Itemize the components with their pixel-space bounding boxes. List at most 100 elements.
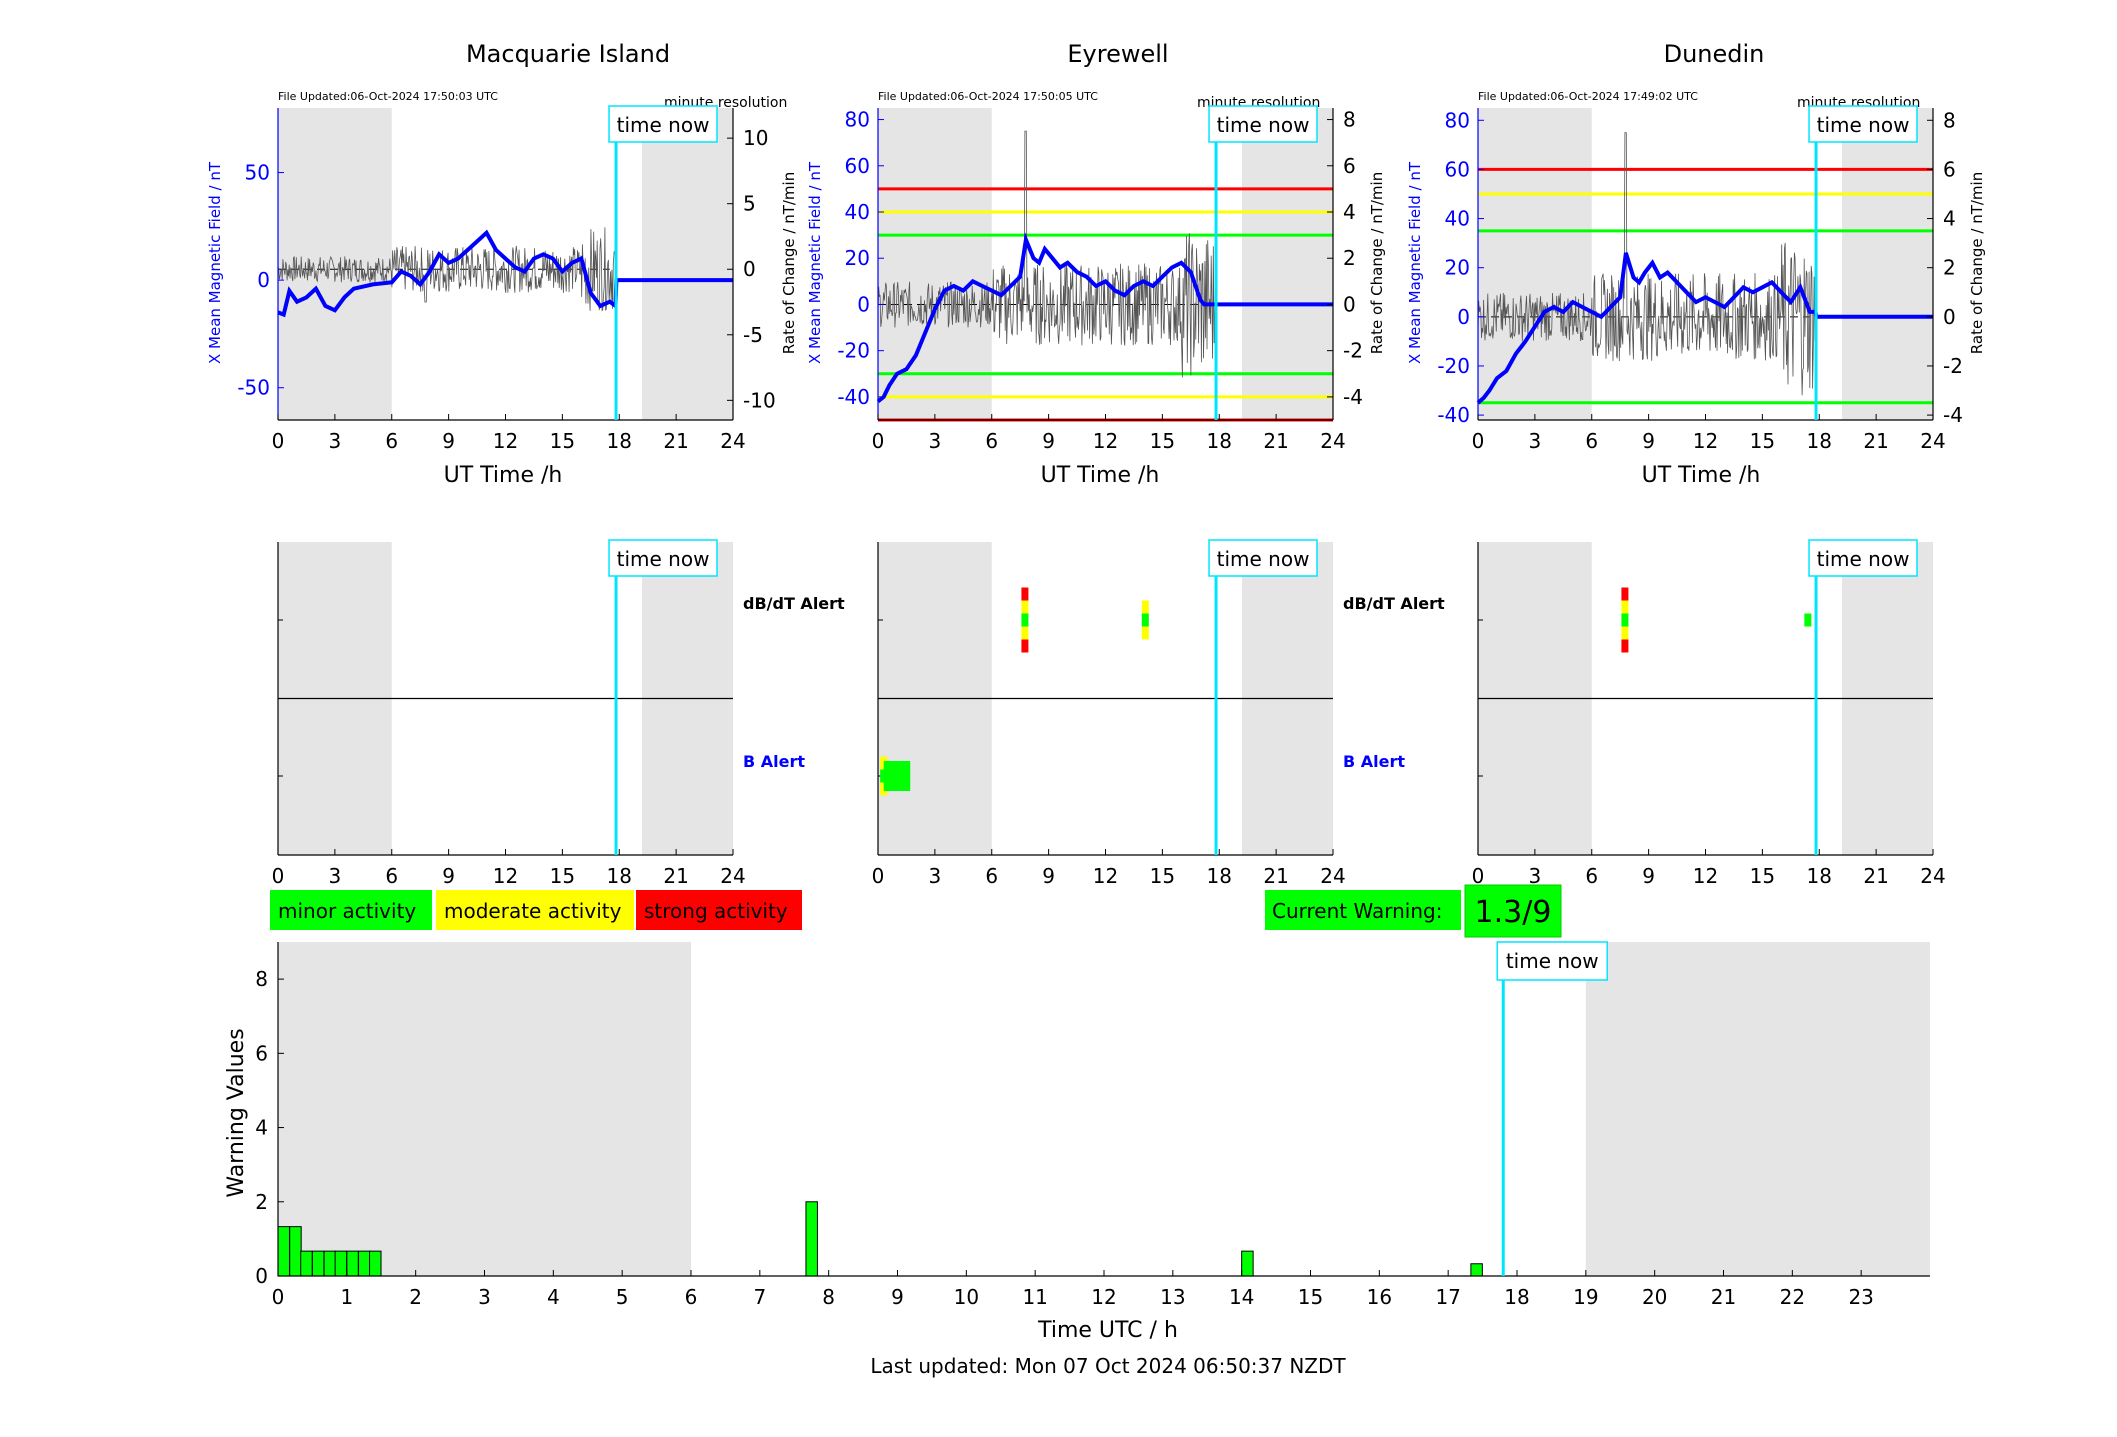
left-y-tick-label: 20 [845, 246, 870, 270]
warning-values-chart: 0 1 2 3 4 5 6 7 8 9 10 11 12 13 14 15 16 17 18 19 20 21 22 2302… [255, 941, 1930, 1309]
time-now-box [1208, 105, 1318, 143]
left-y-tick-label: -40 [1437, 403, 1470, 427]
x-tick-label: 3 [1529, 429, 1542, 453]
left-y-tick-label: 20 [1445, 256, 1470, 280]
left-y-tick-label: -20 [1437, 354, 1470, 378]
x-tick-label: 6 [1585, 429, 1598, 453]
x-tick-label: 3 [929, 864, 942, 888]
x-tick-label: 18 [1807, 864, 1832, 888]
dbdt-alert-bar [1621, 613, 1629, 627]
station-title-eyrewell: Eyrewell [1067, 40, 1168, 68]
x-tick-label: 10 [954, 1285, 979, 1309]
x-tick-label: 4 [547, 1285, 560, 1309]
rate-of-change-trace [277, 227, 616, 312]
x-tick-label: 21 [663, 429, 688, 453]
x-tick-label: 6 [385, 864, 398, 888]
x-tick-label: 0 [872, 429, 885, 453]
legend-moderate-label: moderate activity [444, 899, 622, 923]
warning-bar [300, 1250, 313, 1277]
time-now-box [1808, 539, 1918, 577]
legend-moderate-swatch [436, 890, 634, 930]
x-tick-label: 9 [442, 429, 455, 453]
x-tick-label: 15 [550, 864, 575, 888]
warning-bar [346, 1250, 359, 1277]
right-y-tick-label: 6 [1943, 157, 1956, 181]
left-y-tick-label: 60 [1445, 157, 1470, 181]
warning-bar [1470, 1263, 1483, 1277]
x-tick-label: 9 [1642, 864, 1655, 888]
x-tick-label: 20 [1642, 1285, 1667, 1309]
warning-bar [323, 1250, 337, 1277]
right-ylabel-eyrewell: Rate of Change / nT/min [780, 172, 798, 354]
warning-bar [334, 1250, 348, 1277]
warning-bar [277, 1226, 290, 1277]
x-tick-label: 24 [1920, 864, 1945, 888]
b-alert-bar-wide [883, 761, 911, 791]
dbdt-alert-bar [1141, 600, 1149, 614]
y-tick-label: 8 [255, 967, 268, 991]
left-ylabel-macquarie: X Mean Magnetic Field / nT [206, 161, 224, 364]
dbdt-alert-bar [1621, 600, 1629, 614]
x-tick-label: 15 [1298, 1285, 1323, 1309]
right-y-tick-label: 2 [1343, 246, 1356, 270]
left-ylabel-eyrewell: X Mean Magnetic Field / nT [806, 161, 824, 364]
mean-field-trace [1476, 252, 1933, 405]
dbdt-alert-bar [1021, 639, 1029, 653]
right-y-tick-label: -10 [743, 388, 776, 412]
dbdt-alert-bar [1804, 613, 1812, 627]
x-tick-label: 0 [272, 1285, 285, 1309]
x-tick-label: 12 [493, 429, 518, 453]
x-tick-label: 3 [1529, 864, 1542, 888]
x-tick-label: 3 [329, 864, 342, 888]
x-tick-label: 14 [1229, 1285, 1254, 1309]
xlabel-eyrewell: UT Time /h [1041, 463, 1160, 488]
warning-bar [311, 1250, 325, 1277]
x-tick-label: 7 [753, 1285, 766, 1309]
left-y-tick-label: 80 [845, 108, 870, 132]
dbdt-alert-label-macquarie: dB/dT Alert [743, 594, 845, 613]
x-tick-label: 12 [1093, 864, 1118, 888]
dbdt-alert-label-eyrewell: dB/dT Alert [1343, 594, 1445, 613]
left-y-tick-label: -20 [837, 339, 870, 363]
y-tick-label: 2 [255, 1190, 268, 1214]
x-tick-label: 24 [720, 429, 745, 453]
right-y-tick-label: 8 [1343, 108, 1356, 132]
xlabel-macquarie: UT Time /h [444, 463, 563, 488]
x-tick-label: 9 [1042, 429, 1055, 453]
dbdt-alert-bar [1021, 613, 1029, 627]
x-tick-label: 15 [1150, 429, 1175, 453]
x-tick-label: 0 [1472, 429, 1485, 453]
x-tick-label: 6 [985, 864, 998, 888]
time-now-label: time now [1506, 949, 1599, 973]
right-y-tick-label: 10 [743, 126, 768, 150]
x-tick-label: 21 [663, 864, 688, 888]
legend-minor-swatch [270, 890, 432, 930]
warning-bar [805, 1201, 818, 1277]
left-y-tick-label: 0 [257, 268, 270, 292]
x-tick-label: 0 [1472, 864, 1485, 888]
dbdt-alert-bar [1621, 587, 1629, 601]
right-y-tick-label: -5 [743, 323, 763, 347]
x-tick-label: 12 [1091, 1285, 1116, 1309]
time-now-box [1208, 539, 1318, 577]
y-tick-label: 6 [255, 1041, 268, 1065]
night-shade [1842, 108, 1933, 420]
right-y-tick-label: 6 [1343, 154, 1356, 178]
mean-field-trace [876, 232, 1333, 404]
x-tick-label: 6 [985, 429, 998, 453]
right-y-tick-label: -2 [1343, 339, 1363, 363]
x-tick-label: 23 [1848, 1285, 1873, 1309]
right-y-tick-label: -4 [1943, 403, 1963, 427]
x-tick-label: 5 [616, 1285, 629, 1309]
x-tick-label: 18 [1504, 1285, 1529, 1309]
time-now-box [608, 105, 718, 143]
legend-minor-label: minor activity [278, 899, 416, 923]
time-now-label: time now [1217, 547, 1310, 571]
x-tick-label: 17 [1435, 1285, 1460, 1309]
last-updated: Last updated: Mon 07 Oct 2024 06:50:37 N… [870, 1354, 1346, 1378]
x-tick-label: 21 [1863, 429, 1888, 453]
x-tick-label: 9 [1642, 429, 1655, 453]
dbdt-alert-bar [1021, 626, 1029, 640]
